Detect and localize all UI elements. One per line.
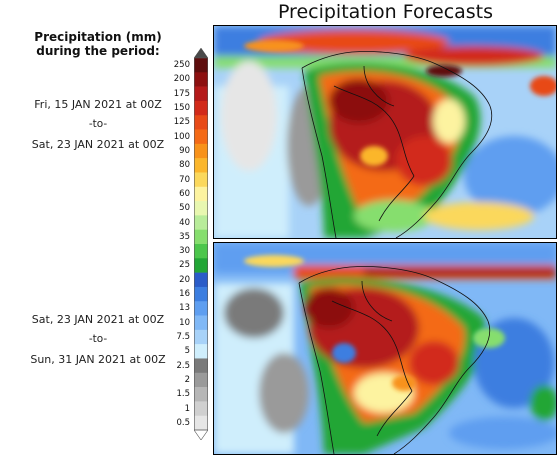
colorbar-tick-label: 35: [179, 231, 190, 242]
colorbar-swatch: [194, 158, 208, 173]
colorbar-tick-label: 7.5: [176, 332, 190, 342]
period-2-start: Sat, 23 JAN 2021 at 00Z: [31, 313, 165, 326]
colorbar-tick-label: 2: [184, 374, 190, 385]
forecast-map-period-1: [213, 25, 557, 239]
colorbar-tick-label: 10: [179, 317, 190, 328]
colorbar-swatch: [194, 86, 208, 102]
legend-title-line1: Precipitation (mm): [34, 30, 162, 44]
forecast-map-period-2: [213, 242, 557, 455]
legend-title: Precipitation (mm) during the period:: [0, 30, 196, 58]
period-1-label: Fri, 15 JAN 2021 at 00Z -to- Sat, 23 JAN…: [0, 94, 196, 155]
colorbar-swatch: [194, 272, 208, 288]
colorbar-swatch: [194, 115, 208, 130]
colorbar-swatch: [194, 372, 208, 388]
precipitation-field-2: [214, 243, 556, 454]
colorbar-swatch: [194, 143, 208, 159]
colorbar-tick-label: 125: [173, 117, 190, 128]
period-2-to: -to-: [88, 333, 108, 345]
legend-title-line2: during the period:: [36, 44, 160, 58]
colorbar-tick-labels: 250 200 175 150 125 100 90 80 70 60 50 40 35 30 25 20 16…: [160, 56, 190, 430]
colorbar-swatch: [194, 129, 208, 145]
colorbar-tick-label: 30: [179, 246, 190, 257]
colorbar-swatch: [194, 186, 208, 202]
period-2-label: Sat, 23 JAN 2021 at 00Z -to- Sun, 31 JAN…: [0, 309, 196, 370]
colorbar-tick-label: 1: [184, 403, 190, 414]
colorbar-swatch: [194, 401, 208, 416]
period-1-to: -to-: [88, 118, 108, 130]
period-1-start: Fri, 15 JAN 2021 at 00Z: [34, 98, 162, 111]
colorbar-swatch: [194, 58, 208, 73]
precipitation-colorbar: [194, 48, 208, 440]
colorbar-tick-label: 13: [179, 303, 190, 314]
colorbar-tick-label: 50: [179, 203, 190, 214]
precipitation-map-2: [214, 243, 556, 454]
colorbar-swatch: [194, 258, 208, 273]
colorbar-tick-label: 1.5: [176, 389, 190, 400]
colorbar-tick-label: 200: [173, 74, 190, 85]
country-borders-2: [298, 266, 491, 454]
colorbar-tick-label: 70: [179, 174, 190, 185]
colorbar-top-arrow: [194, 48, 208, 59]
colorbar-swatch: [194, 415, 208, 431]
colorbar-tick-label: 250: [173, 60, 190, 71]
colorbar-swatch: [194, 172, 208, 188]
colorbar-swatch: [194, 215, 208, 230]
colorbar-swatch: [194, 387, 208, 402]
precipitation-detail-1: [244, 40, 556, 166]
colorbar-tick-label: 100: [173, 131, 190, 142]
colorbar-swatch: [194, 344, 208, 359]
colorbar-bottom-arrow: [194, 429, 208, 440]
colorbar-swatch: [194, 72, 208, 87]
colorbar-tick-label: 60: [179, 188, 190, 199]
colorbar-tick-label: 5: [184, 346, 190, 357]
colorbar-swatch: [194, 286, 208, 302]
colorbar-swatch: [194, 229, 208, 245]
colorbar-swatch: [194, 301, 208, 316]
period-1-end: Sat, 23 JAN 2021 at 00Z: [31, 138, 165, 151]
colorbar-tick-label: 16: [179, 289, 190, 300]
colorbar-swatch: [194, 201, 208, 216]
period-2-end: Sun, 31 JAN 2021 at 00Z: [30, 353, 166, 366]
colorbar-swatch: [194, 329, 208, 345]
colorbar-swatch: [194, 100, 208, 116]
page-title: Precipitation Forecasts: [277, 1, 494, 23]
colorbar-tick-label: 2.5: [176, 360, 190, 371]
colorbar-frame: [194, 57, 208, 431]
colorbar-tick-label: 40: [179, 217, 190, 228]
colorbar-tick-label: 80: [179, 160, 190, 171]
colorbar-tick-label: 0.5: [176, 417, 190, 428]
colorbar-tick-label: 20: [179, 274, 190, 285]
colorbar-swatch: [194, 315, 208, 331]
colorbar-tick-label: 25: [179, 260, 190, 271]
colorbar-tick-label: 150: [173, 103, 190, 114]
precipitation-map-1: [214, 26, 556, 238]
country-borders-1: [301, 51, 493, 238]
colorbar-tick-label: 90: [179, 146, 190, 156]
precipitation-field-1: [214, 26, 556, 238]
colorbar-swatch: [194, 358, 208, 374]
colorbar-swatch: [194, 244, 208, 259]
colorbar-tick-label: 175: [173, 88, 190, 99]
